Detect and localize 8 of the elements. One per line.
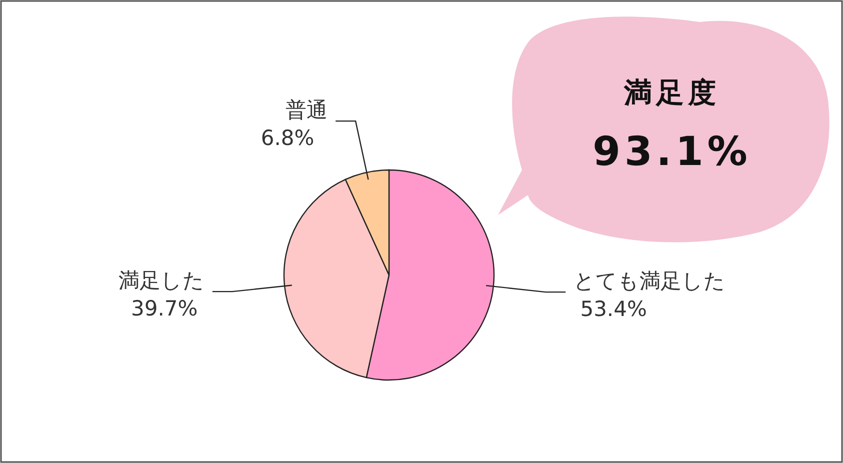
data-label: 6.8% bbox=[260, 126, 314, 150]
slice-label: 普通 bbox=[286, 98, 328, 122]
slice-label: とても満足した bbox=[574, 269, 726, 294]
slice-label: 満足した bbox=[118, 268, 204, 293]
data-label: 53.4% bbox=[580, 297, 647, 322]
text: 満足度 bbox=[623, 76, 720, 109]
text: 93.1% bbox=[592, 129, 752, 175]
data-label: 39.7% bbox=[131, 296, 198, 321]
